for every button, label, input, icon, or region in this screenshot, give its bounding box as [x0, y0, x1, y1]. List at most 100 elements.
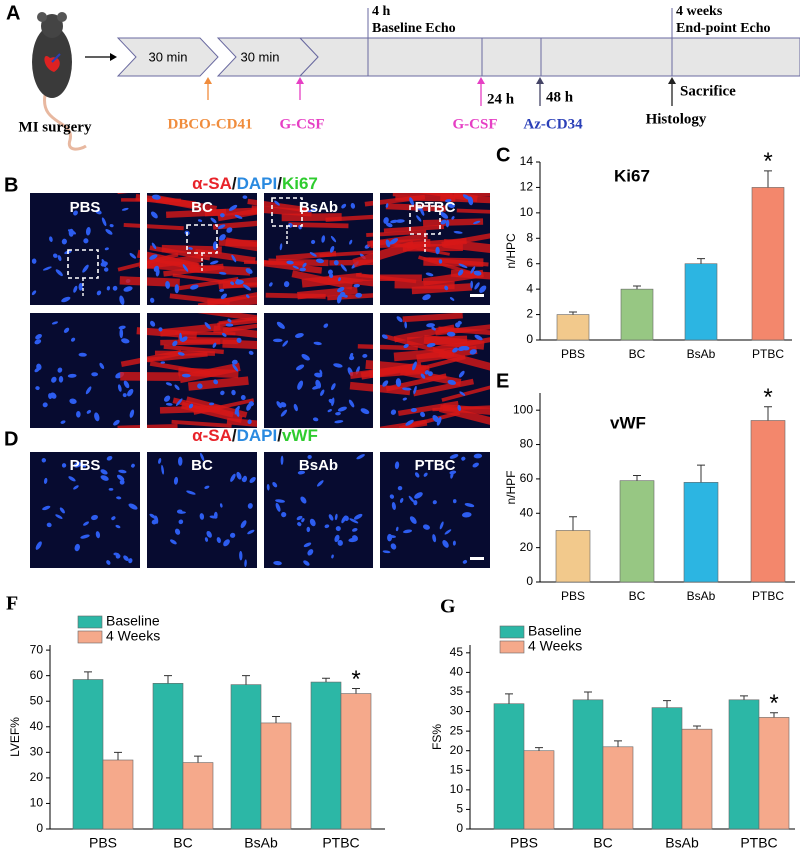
- y-tick-label: 20: [30, 770, 44, 784]
- nucleus: [128, 503, 138, 510]
- nucleus: [445, 199, 452, 203]
- nucleus: [419, 207, 425, 216]
- muscle-fiber: [163, 344, 224, 355]
- x-tick-label: PTBC: [740, 835, 777, 849]
- y-tick-label: 20: [520, 540, 534, 554]
- nucleus: [422, 294, 431, 301]
- arrow-head: [204, 77, 212, 84]
- nucleus: [297, 522, 302, 527]
- muscle-fiber: [349, 381, 411, 396]
- nucleus: [225, 323, 234, 327]
- nucleus: [50, 392, 57, 399]
- nucleus: [438, 259, 443, 264]
- nucleus: [55, 514, 63, 519]
- y-tick-label: 0: [36, 821, 43, 835]
- nucleus: [209, 260, 219, 265]
- nucleus: [123, 286, 133, 292]
- stain-legend: α-SA/DAPI/vWF: [192, 426, 318, 445]
- bar: [556, 314, 590, 341]
- nucleus: [116, 474, 125, 481]
- x-tick-label: PTBC: [752, 589, 784, 603]
- arrow-head: [296, 77, 304, 84]
- muscle-fiber: [441, 231, 490, 248]
- nucleus: [96, 290, 102, 296]
- nucleus: [435, 246, 440, 255]
- nucleus: [449, 297, 455, 301]
- nucleus: [390, 219, 398, 224]
- nucleus: [447, 202, 456, 208]
- nucleus: [204, 537, 209, 542]
- nucleus: [42, 266, 52, 271]
- nucleus: [442, 540, 449, 548]
- nucleus: [413, 385, 417, 395]
- nucleus: [63, 327, 70, 333]
- nucleus: [34, 339, 42, 345]
- nucleus: [452, 540, 456, 546]
- stain-part: Ki67: [282, 174, 318, 193]
- muscle-fiber: [155, 195, 217, 214]
- nucleus: [113, 419, 120, 426]
- y-tick-label: 15: [450, 762, 464, 776]
- nucleus: [118, 325, 126, 330]
- nucleus: [150, 211, 158, 219]
- y-tick-label: 0: [456, 821, 463, 835]
- nucleus: [424, 370, 430, 375]
- nucleus: [331, 397, 335, 407]
- nucleus: [348, 399, 355, 408]
- nucleus: [83, 521, 89, 526]
- step-label: 30 min: [148, 49, 187, 64]
- micrograph-grid: [30, 193, 490, 568]
- nucleus: [61, 463, 67, 468]
- micrograph: [264, 452, 373, 568]
- stain-part: α-SA: [192, 174, 232, 193]
- nucleus: [91, 514, 98, 521]
- nucleus: [452, 347, 459, 353]
- nucleus: [479, 285, 487, 293]
- nucleus: [274, 200, 280, 206]
- error-bar: [633, 285, 641, 290]
- nucleus: [244, 559, 247, 568]
- mouse-tail: [43, 94, 87, 151]
- nucleus: [413, 500, 418, 506]
- nucleus: [223, 539, 230, 547]
- legend-label: 4 Weeks: [106, 628, 160, 644]
- nucleus: [101, 217, 107, 227]
- nucleus: [180, 336, 188, 343]
- nucleus: [396, 316, 403, 323]
- nucleus: [249, 476, 256, 483]
- milestone-label: End-point Echo: [676, 21, 771, 36]
- nucleus: [334, 513, 338, 521]
- nucleus: [228, 204, 238, 211]
- nucleus: [327, 409, 332, 413]
- nucleus: [59, 507, 65, 514]
- nucleus: [108, 488, 114, 491]
- nucleus: [106, 455, 113, 461]
- nucleus: [469, 349, 477, 355]
- nucleus: [420, 373, 426, 379]
- nucleus: [67, 373, 77, 378]
- nucleus: [131, 463, 135, 468]
- nucleus: [452, 499, 457, 504]
- x-tick-label: BsAb: [687, 589, 716, 603]
- nucleus: [457, 405, 462, 412]
- nucleus: [473, 453, 483, 459]
- nucleus: [395, 378, 402, 387]
- nucleus: [425, 272, 434, 277]
- y-tick-label: 2: [526, 307, 533, 321]
- nucleus: [247, 529, 255, 535]
- group-label: BC: [191, 199, 213, 216]
- muscle-fiber: [432, 336, 490, 352]
- nucleus: [242, 475, 248, 482]
- legend-swatch: [499, 625, 525, 639]
- nucleus: [151, 242, 157, 250]
- nucleus: [123, 380, 130, 389]
- nucleus: [294, 332, 304, 338]
- error-bar: [569, 311, 577, 315]
- nucleus: [355, 292, 363, 298]
- nucleus: [385, 203, 389, 208]
- nucleus: [412, 361, 417, 371]
- nucleus: [382, 550, 391, 554]
- nucleus: [100, 475, 109, 481]
- muscle-fiber: [154, 350, 215, 356]
- nucleus: [360, 408, 370, 415]
